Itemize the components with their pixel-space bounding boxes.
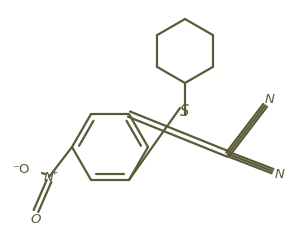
Text: ⁻O: ⁻O: [12, 163, 30, 176]
Text: N: N: [44, 171, 54, 184]
Text: O: O: [31, 213, 41, 226]
Text: N: N: [275, 168, 285, 181]
Text: S: S: [180, 104, 190, 119]
Text: N: N: [265, 93, 275, 106]
Text: +: +: [50, 168, 58, 177]
